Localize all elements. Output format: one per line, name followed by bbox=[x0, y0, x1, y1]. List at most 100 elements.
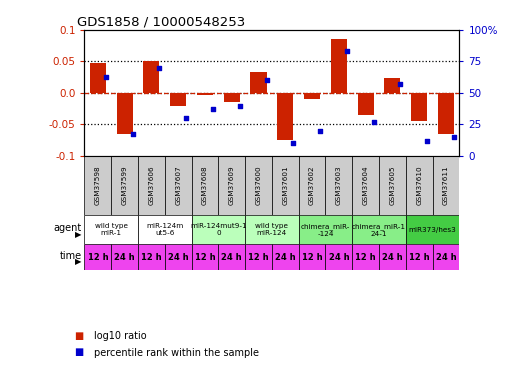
Bar bbox=[84, 244, 111, 270]
Text: GSM37611: GSM37611 bbox=[443, 166, 449, 205]
Bar bbox=[165, 156, 192, 215]
Point bbox=[316, 128, 324, 134]
Text: chimera_miR-
-124: chimera_miR- -124 bbox=[301, 223, 350, 237]
Text: ▶: ▶ bbox=[76, 256, 82, 265]
Text: GSM37600: GSM37600 bbox=[256, 166, 261, 205]
Text: miR373/hes3: miR373/hes3 bbox=[409, 226, 457, 232]
Bar bbox=[138, 156, 165, 215]
Bar bbox=[432, 156, 459, 215]
Bar bbox=[84, 215, 138, 244]
Bar bbox=[432, 244, 459, 270]
Text: chimera_miR-1
24-1: chimera_miR-1 24-1 bbox=[352, 223, 406, 237]
Bar bbox=[357, 93, 374, 115]
Text: GSM37603: GSM37603 bbox=[336, 166, 342, 205]
Bar bbox=[245, 156, 272, 215]
Point bbox=[209, 106, 217, 112]
Text: GSM37608: GSM37608 bbox=[202, 166, 208, 205]
Point bbox=[343, 48, 351, 54]
Bar bbox=[170, 93, 186, 105]
Text: GSM37602: GSM37602 bbox=[309, 166, 315, 205]
Point bbox=[289, 140, 298, 146]
Point bbox=[396, 81, 404, 87]
Bar bbox=[192, 215, 245, 244]
Point bbox=[155, 65, 164, 71]
Bar bbox=[245, 215, 299, 244]
Bar bbox=[406, 215, 459, 244]
Bar bbox=[379, 156, 406, 215]
Bar bbox=[379, 244, 406, 270]
Bar bbox=[219, 244, 245, 270]
Point bbox=[450, 134, 458, 140]
Bar bbox=[304, 93, 320, 99]
Text: GSM37606: GSM37606 bbox=[148, 166, 154, 205]
Bar bbox=[406, 244, 432, 270]
Bar bbox=[111, 156, 138, 215]
Bar bbox=[144, 62, 159, 93]
Bar bbox=[352, 215, 406, 244]
Text: 24 h: 24 h bbox=[115, 253, 135, 262]
Text: 12 h: 12 h bbox=[88, 253, 108, 262]
Text: log10 ratio: log10 ratio bbox=[94, 331, 147, 340]
Bar bbox=[117, 93, 133, 134]
Bar bbox=[331, 39, 347, 93]
Point bbox=[370, 119, 378, 125]
Bar bbox=[219, 156, 245, 215]
Bar bbox=[84, 156, 111, 215]
Bar bbox=[272, 244, 299, 270]
Text: GSM37599: GSM37599 bbox=[121, 166, 128, 205]
Point bbox=[235, 102, 244, 108]
Text: wild type
miR-124: wild type miR-124 bbox=[256, 223, 288, 236]
Text: 24 h: 24 h bbox=[275, 253, 296, 262]
Text: 12 h: 12 h bbox=[195, 253, 215, 262]
Bar bbox=[406, 156, 432, 215]
Text: time: time bbox=[60, 251, 82, 261]
Text: GSM37610: GSM37610 bbox=[416, 166, 422, 205]
Text: 24 h: 24 h bbox=[382, 253, 403, 262]
Text: 12 h: 12 h bbox=[302, 253, 323, 262]
Text: 12 h: 12 h bbox=[141, 253, 162, 262]
Bar bbox=[245, 244, 272, 270]
Bar bbox=[352, 244, 379, 270]
Point bbox=[102, 74, 110, 80]
Text: 24 h: 24 h bbox=[168, 253, 188, 262]
Text: GSM37601: GSM37601 bbox=[282, 166, 288, 205]
Text: agent: agent bbox=[53, 223, 82, 233]
Text: 24 h: 24 h bbox=[221, 253, 242, 262]
Text: GSM37604: GSM37604 bbox=[363, 166, 369, 205]
Text: GDS1858 / 10000548253: GDS1858 / 10000548253 bbox=[77, 16, 245, 29]
Bar bbox=[165, 244, 192, 270]
Bar bbox=[250, 72, 267, 93]
Text: miR-124m
ut5-6: miR-124m ut5-6 bbox=[146, 223, 183, 236]
Bar bbox=[384, 78, 400, 93]
Text: 24 h: 24 h bbox=[328, 253, 349, 262]
Text: ▶: ▶ bbox=[76, 230, 82, 238]
Bar bbox=[299, 244, 325, 270]
Text: 12 h: 12 h bbox=[409, 253, 429, 262]
Bar bbox=[299, 215, 352, 244]
Bar bbox=[224, 93, 240, 102]
Point bbox=[128, 132, 137, 138]
Bar bbox=[272, 156, 299, 215]
Text: 12 h: 12 h bbox=[248, 253, 269, 262]
Text: wild type
miR-1: wild type miR-1 bbox=[95, 223, 128, 236]
Point bbox=[182, 115, 191, 121]
Bar bbox=[411, 93, 427, 121]
Point bbox=[262, 77, 271, 83]
Text: 24 h: 24 h bbox=[436, 253, 456, 262]
Text: GSM37607: GSM37607 bbox=[175, 166, 181, 205]
Bar bbox=[192, 156, 219, 215]
Bar bbox=[299, 156, 325, 215]
Bar bbox=[90, 63, 106, 93]
Text: percentile rank within the sample: percentile rank within the sample bbox=[94, 348, 259, 357]
Text: ■: ■ bbox=[74, 348, 83, 357]
Text: GSM37609: GSM37609 bbox=[229, 166, 235, 205]
Point bbox=[423, 138, 431, 144]
Bar bbox=[352, 156, 379, 215]
Bar bbox=[325, 156, 352, 215]
Text: miR-124mut9-1
0: miR-124mut9-1 0 bbox=[190, 223, 247, 236]
Bar bbox=[192, 244, 219, 270]
Bar bbox=[138, 244, 165, 270]
Bar bbox=[277, 93, 294, 140]
Text: GSM37605: GSM37605 bbox=[390, 166, 395, 205]
Text: 12 h: 12 h bbox=[355, 253, 376, 262]
